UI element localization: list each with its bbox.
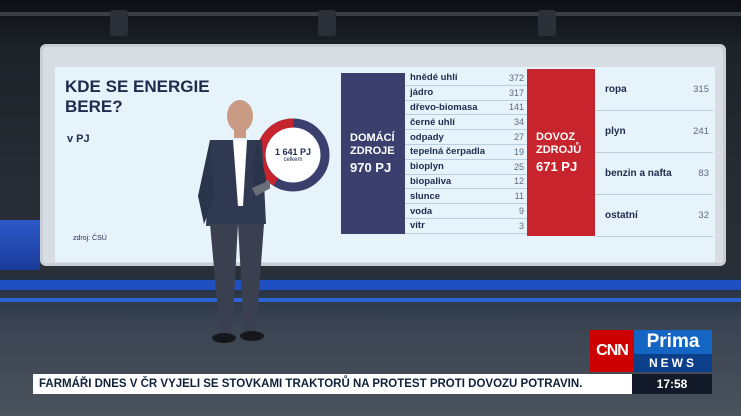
- prima-logo-text: Prima: [646, 331, 700, 352]
- presenter-shirt: [233, 140, 247, 206]
- presenter-neck: [234, 130, 246, 138]
- presenter-leg: [210, 224, 238, 334]
- presenter-shoe: [240, 331, 264, 341]
- list-item: tepelná čerpadla 19: [405, 145, 527, 160]
- item-value: 12: [513, 176, 524, 187]
- presenter-jacket: [206, 140, 266, 226]
- list-item: vítr 3: [405, 219, 527, 234]
- list-item: slunce 11: [405, 189, 527, 205]
- presenter-leg: [238, 224, 264, 332]
- item-name: ostatní: [605, 210, 638, 221]
- donut-hole: [266, 128, 320, 182]
- item-name: černé uhlí: [410, 116, 455, 128]
- graphic-unit: v PJ: [67, 133, 90, 145]
- import-label-2: ZDROJŮ: [536, 144, 582, 156]
- import-summary: DOVOZ ZDROJŮ 671 PJ: [527, 69, 595, 236]
- led-panel: [0, 220, 40, 270]
- list-item: ropa 315: [595, 69, 713, 111]
- item-value: 3: [518, 220, 524, 231]
- item-value: 241: [693, 126, 709, 137]
- import-label-1: DOVOZ: [536, 131, 576, 143]
- news-ticker: FARMÁŘI DNES V ČR VYJELI SE STOVKAMI TRA…: [33, 374, 632, 394]
- item-value: 372: [508, 72, 524, 83]
- studio-lamp: [110, 10, 128, 36]
- presenter-figure: [198, 100, 270, 343]
- ticker-headline: FARMÁŘI DNES V ČR VYJELI SE STOVKAMI TRA…: [39, 378, 583, 390]
- donut-center: 1 641 PJ celkem: [255, 117, 331, 193]
- item-name: benzin a nafta: [605, 168, 672, 179]
- news-logo-text: NEWS: [634, 354, 712, 372]
- item-value: 317: [508, 87, 524, 98]
- item-value: 27: [513, 132, 524, 143]
- list-item: biopaliva 12: [405, 175, 527, 190]
- domestic-label-1: DOMÁCÍ: [350, 132, 395, 144]
- domestic-list: hnědé uhlí 372 jádro 317 dřevo-biomasa 141 …: [405, 71, 527, 234]
- list-item: ostatní 32: [595, 195, 713, 237]
- graphic-source: zdroj: ČSÚ: [73, 235, 107, 242]
- item-name: dřevo-biomasa: [410, 101, 478, 113]
- list-item: plyn 241: [595, 111, 713, 153]
- presenter-arm: [198, 140, 214, 224]
- studio-lamp: [538, 10, 556, 36]
- item-name: plyn: [605, 126, 626, 137]
- item-name: biopaliva: [410, 175, 452, 187]
- energy-graphic: KDE SE ENERGIE BERE? v PJ zdroj: ČSÚ 1 6…: [55, 67, 715, 262]
- list-item: benzin a nafta 83: [595, 153, 713, 195]
- item-name: tepelná čerpadla: [410, 146, 485, 158]
- list-item: jádro 317: [405, 86, 527, 101]
- list-item: hnědé uhlí 372: [405, 71, 527, 86]
- presenter-shoe: [212, 333, 236, 343]
- prima-news-logo: Prima NEWS: [634, 330, 712, 372]
- list-item: dřevo-biomasa 141: [405, 101, 527, 116]
- presenter-head: [227, 100, 253, 132]
- list-item: bioplyn 25: [405, 160, 527, 175]
- lighting-rig: [0, 12, 741, 16]
- presenter-tablet: [252, 180, 270, 196]
- item-name: hnědé uhlí: [410, 72, 458, 84]
- import-value: 671 PJ: [536, 159, 578, 174]
- item-name: odpady: [410, 131, 444, 143]
- item-value: 19: [513, 146, 524, 157]
- item-value: 83: [698, 168, 709, 179]
- donut-label: celkem: [283, 157, 303, 163]
- item-value: 9: [518, 206, 524, 217]
- item-name: bioplyn: [410, 161, 444, 173]
- item-name: ropa: [605, 84, 627, 95]
- energy-donut: 1 641 PJ celkem: [255, 117, 331, 193]
- item-value: 315: [693, 84, 709, 95]
- studio-ceiling: [0, 0, 741, 46]
- presenter-arm: [252, 142, 268, 196]
- item-value: 11: [514, 191, 524, 202]
- list-item: odpady 27: [405, 130, 527, 145]
- donut-chart: [256, 118, 330, 192]
- studio-lamp: [318, 10, 336, 36]
- floor-led-stripe: [0, 298, 741, 302]
- domestic-value: 970 PJ: [350, 160, 392, 175]
- item-value: 141: [508, 102, 524, 113]
- list-item: voda 9: [405, 204, 527, 219]
- donut-import-arc: [256, 118, 330, 192]
- domestic-label-2: ZDROJE: [350, 145, 395, 157]
- item-name: jádro: [410, 87, 434, 99]
- graphic-title: KDE SE ENERGIE BERE?: [65, 77, 210, 116]
- item-value: 34: [513, 117, 524, 128]
- list-item: černé uhlí 34: [405, 115, 527, 131]
- donut-total: 1 641 PJ: [274, 147, 312, 157]
- item-name: vítr: [410, 220, 425, 232]
- floor-led-stripe: [0, 280, 741, 290]
- item-name: slunce: [410, 190, 441, 202]
- domestic-summary: DOMÁCÍ ZDROJE 970 PJ: [341, 73, 405, 234]
- cnn-logo: CNN: [590, 330, 634, 372]
- item-value: 32: [698, 210, 709, 221]
- video-wall: KDE SE ENERGIE BERE? v PJ zdroj: ČSÚ 1 6…: [40, 44, 726, 266]
- import-list: ropa 315 plyn 241 benzin a nafta 83 ostatní…: [595, 69, 713, 237]
- item-value: 25: [513, 161, 524, 172]
- broadcast-clock: 17:58: [632, 374, 712, 394]
- item-name: voda: [410, 205, 433, 217]
